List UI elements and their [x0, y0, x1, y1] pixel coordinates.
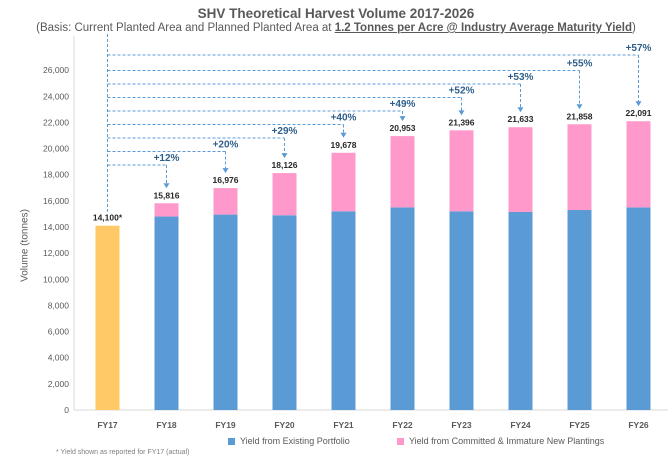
bar-new-fy22	[390, 136, 415, 208]
x-tick-label-fy20: FY20	[274, 420, 295, 430]
growth-arrow-fy20	[281, 153, 288, 159]
bar-existing-fy21	[331, 211, 356, 410]
bar-new-fy23	[449, 130, 474, 212]
growth-arrow-fy23	[458, 110, 465, 116]
subtitle-suffix: )	[632, 22, 636, 34]
growth-label-fy25: +55%	[567, 59, 593, 70]
bar-existing-fy18	[154, 216, 179, 410]
growth-arrow-fy22	[399, 116, 406, 122]
y-tick-label: 26,000	[43, 65, 69, 75]
legend-swatch-existing	[228, 437, 235, 445]
x-tick-label-fy26: FY26	[628, 420, 649, 430]
legend-item-existing: Yield from Existing Portfolio	[228, 436, 350, 446]
y-tick-label: 6,000	[48, 327, 70, 337]
bar-existing-fy25	[567, 210, 592, 410]
bar-new-fy20	[272, 173, 297, 216]
y-tick-label: 2,000	[48, 379, 70, 389]
x-tick-label-fy24: FY24	[510, 420, 531, 430]
x-tick-label-fy18: FY18	[156, 420, 177, 430]
y-tick-label: 10,000	[43, 274, 69, 284]
legend-swatch-new	[397, 437, 404, 445]
total-label-fy24: 21,633	[508, 114, 534, 124]
growth-label-fy21: +40%	[331, 113, 357, 124]
total-label-fy23: 21,396	[449, 117, 475, 127]
legend-item-new: Yield from Committed & Immature New Plan…	[397, 436, 604, 446]
y-tick-label: 22,000	[43, 117, 69, 127]
legend-label-existing: Yield from Existing Portfolio	[240, 436, 350, 446]
bar-new-fy26	[626, 121, 651, 208]
y-axis-label: Volume (tonnes)	[19, 209, 31, 282]
bar-existing-fy19	[213, 214, 238, 410]
bar-existing-fy22	[390, 207, 415, 410]
growth-arrow-fy21	[340, 132, 347, 138]
x-tick-label-fy23: FY23	[451, 420, 472, 430]
y-tick-label: 4,000	[48, 353, 70, 363]
growth-arrow-fy19	[222, 168, 229, 174]
growth-arrow-fy18	[163, 183, 170, 189]
subtitle-emphasis: 1.2 Tonnes per Acre @ Industry Average M…	[334, 22, 633, 34]
growth-label-fy23: +52%	[449, 86, 475, 97]
y-tick-label: 0	[64, 405, 69, 415]
total-label-fy19: 16,976	[213, 175, 239, 185]
bar-new-fy18	[154, 203, 179, 217]
y-tick-label: 8,000	[48, 300, 70, 310]
y-tick-label: 14,000	[43, 222, 69, 232]
x-tick-label-fy22: FY22	[392, 420, 413, 430]
total-label-fy25: 21,858	[567, 111, 593, 121]
y-tick-label: 18,000	[43, 170, 69, 180]
y-tick-label: 16,000	[43, 196, 69, 206]
bar-existing-fy23	[449, 211, 474, 410]
growth-label-fy22: +49%	[390, 99, 416, 110]
growth-label-fy26: +57%	[626, 43, 652, 54]
growth-label-fy20: +29%	[272, 126, 298, 137]
legend-label-new: Yield from Committed & Immature New Plan…	[409, 436, 605, 446]
x-tick-label-fy21: FY21	[333, 420, 354, 430]
bar-new-fy21	[331, 152, 356, 212]
growth-arrow-fy25	[576, 104, 583, 110]
x-tick-label-fy19: FY19	[215, 420, 236, 430]
y-tick-label: 20,000	[43, 144, 69, 154]
total-label-fy17: 14,100*	[93, 213, 123, 223]
subtitle-prefix: (Basis: Current Planted Area and Planned…	[36, 22, 335, 34]
y-tick-label: 12,000	[43, 248, 69, 258]
bar-existing-fy26	[626, 207, 651, 410]
bar-existing-fy24	[508, 211, 533, 410]
bar-new-fy24	[508, 127, 533, 212]
growth-label-fy18: +12%	[154, 153, 180, 164]
bar-new-fy25	[567, 124, 592, 211]
total-label-fy18: 15,816	[154, 190, 180, 200]
growth-arrow-fy24	[517, 107, 524, 113]
chart-title: SHV Theoretical Harvest Volume 2017-2026	[197, 6, 475, 21]
y-tick-label: 24,000	[43, 91, 69, 101]
bar-existing-fy17	[95, 225, 120, 410]
x-tick-label-fy25: FY25	[569, 420, 590, 430]
total-label-fy21: 19,678	[331, 140, 357, 150]
total-label-fy26: 22,091	[626, 108, 652, 118]
total-label-fy20: 18,126	[272, 160, 298, 170]
chart-subtitle: (Basis: Current Planted Area and Planned…	[0, 22, 672, 34]
bar-new-fy19	[213, 188, 238, 215]
growth-label-fy19: +20%	[213, 140, 239, 151]
growth-arrow-fy26	[635, 101, 642, 107]
total-label-fy22: 20,953	[390, 123, 416, 133]
growth-label-fy24: +53%	[508, 72, 534, 83]
x-tick-label-fy17: FY17	[97, 420, 118, 430]
bar-existing-fy20	[272, 215, 297, 410]
